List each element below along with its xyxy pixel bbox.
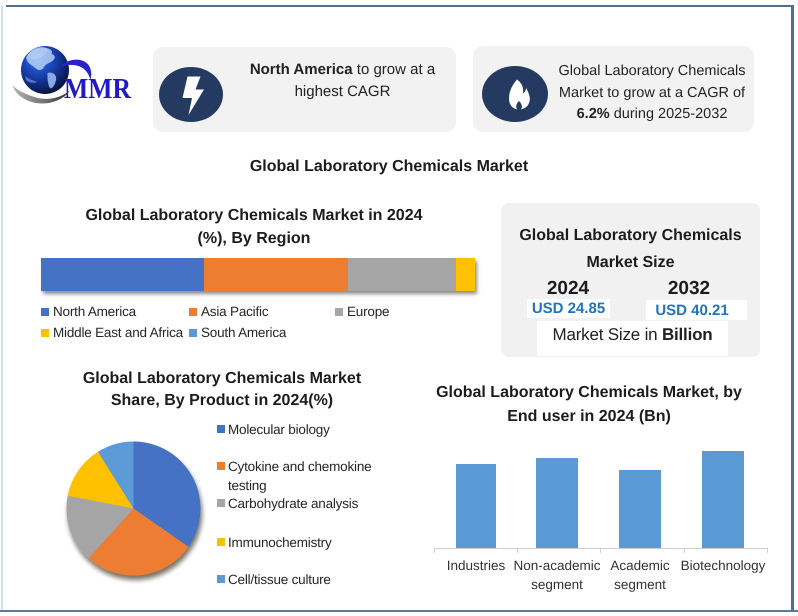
svg-text:MMR: MMR: [64, 73, 132, 105]
